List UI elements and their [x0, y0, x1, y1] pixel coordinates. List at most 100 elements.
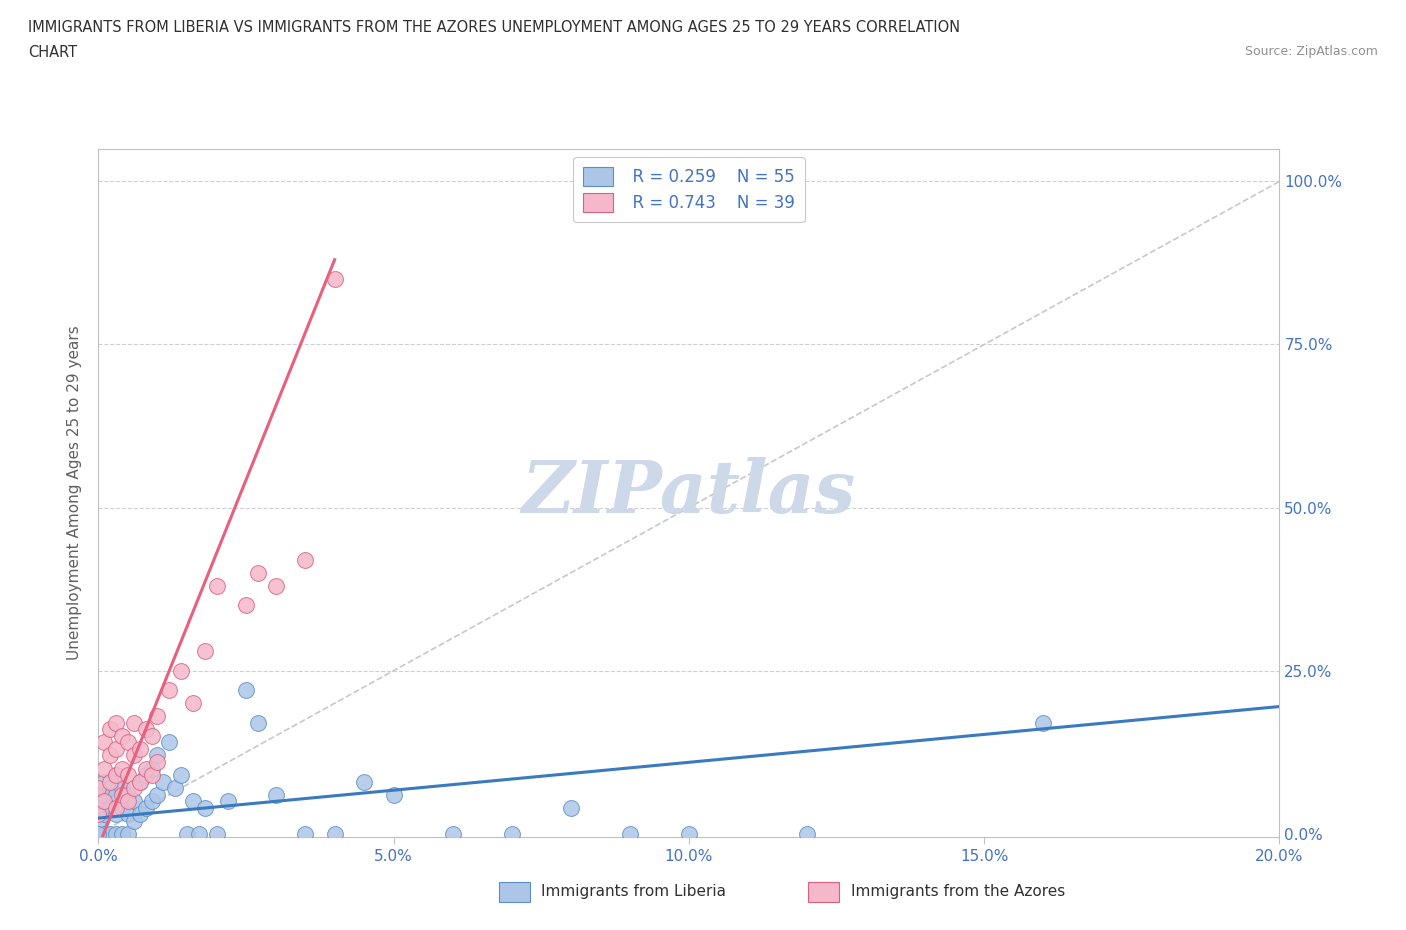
FancyBboxPatch shape [808, 882, 839, 902]
Point [235, 598, 257, 613]
Point [1032, 715, 1054, 730]
Point [87, 813, 110, 828]
Point [128, 774, 150, 789]
Point [122, 813, 145, 828]
Point [98, 722, 121, 737]
Point [176, 826, 198, 841]
Point [98, 800, 121, 815]
Point [141, 767, 163, 782]
Point [93, 793, 115, 808]
Point [135, 767, 157, 782]
Point [194, 644, 217, 658]
Point [181, 696, 204, 711]
Point [87, 826, 110, 841]
Point [111, 800, 134, 815]
Point [146, 709, 169, 724]
Point [87, 826, 110, 841]
Text: ZIPatlas: ZIPatlas [522, 458, 856, 528]
Point [323, 272, 346, 286]
Y-axis label: Unemployment Among Ages 25 to 29 years: Unemployment Among Ages 25 to 29 years [67, 326, 83, 660]
Point [111, 787, 134, 802]
Point [98, 774, 121, 789]
Point [246, 565, 269, 580]
Legend:   R = 0.259    N = 55,   R = 0.743    N = 39: R = 0.259 N = 55, R = 0.743 N = 39 [574, 157, 804, 222]
Point [165, 780, 187, 795]
Point [98, 826, 121, 841]
Point [117, 826, 139, 841]
Point [117, 787, 139, 802]
Point [294, 826, 316, 841]
Point [111, 780, 134, 795]
Point [146, 748, 169, 763]
Point [122, 793, 145, 808]
Point [128, 774, 150, 789]
Point [264, 578, 287, 593]
Point [205, 578, 228, 593]
Point [235, 683, 257, 698]
Point [93, 735, 115, 750]
Point [93, 806, 115, 821]
Point [87, 793, 110, 808]
Point [382, 787, 405, 802]
Point [146, 787, 169, 802]
Point [87, 806, 110, 821]
Point [128, 806, 150, 821]
Point [246, 715, 269, 730]
Point [217, 793, 239, 808]
Point [264, 787, 287, 802]
Point [122, 715, 145, 730]
Point [93, 787, 115, 802]
Point [98, 780, 121, 795]
Point [128, 741, 150, 756]
Point [157, 683, 180, 698]
Point [170, 767, 193, 782]
Point [678, 826, 700, 841]
Point [93, 826, 115, 841]
Point [122, 780, 145, 795]
Point [135, 800, 157, 815]
Point [111, 826, 134, 841]
Point [170, 663, 193, 678]
Point [122, 748, 145, 763]
Point [152, 774, 174, 789]
Point [141, 728, 163, 743]
Point [111, 728, 134, 743]
Point [146, 754, 169, 769]
Point [501, 826, 523, 841]
Point [560, 800, 582, 815]
Point [796, 826, 818, 841]
Point [111, 761, 134, 776]
Text: Immigrants from the Azores: Immigrants from the Azores [851, 884, 1064, 899]
Text: CHART: CHART [28, 45, 77, 60]
Point [105, 741, 128, 756]
Point [117, 793, 139, 808]
Point [294, 552, 316, 567]
Point [117, 806, 139, 821]
Point [441, 826, 464, 841]
Point [117, 767, 139, 782]
Point [98, 748, 121, 763]
Point [105, 800, 128, 815]
Point [194, 800, 217, 815]
Point [181, 793, 204, 808]
Point [105, 806, 128, 821]
Point [105, 767, 128, 782]
Point [105, 715, 128, 730]
Point [117, 735, 139, 750]
Text: IMMIGRANTS FROM LIBERIA VS IMMIGRANTS FROM THE AZORES UNEMPLOYMENT AMONG AGES 25: IMMIGRANTS FROM LIBERIA VS IMMIGRANTS FR… [28, 20, 960, 35]
Point [619, 826, 641, 841]
Point [105, 787, 128, 802]
Text: Immigrants from Liberia: Immigrants from Liberia [541, 884, 727, 899]
Point [141, 761, 163, 776]
Point [93, 774, 115, 789]
Point [87, 780, 110, 795]
Point [135, 722, 157, 737]
Point [323, 826, 346, 841]
Point [105, 767, 128, 782]
Point [135, 761, 157, 776]
Point [141, 793, 163, 808]
Point [157, 735, 180, 750]
FancyBboxPatch shape [499, 882, 530, 902]
Point [93, 761, 115, 776]
Point [105, 826, 128, 841]
